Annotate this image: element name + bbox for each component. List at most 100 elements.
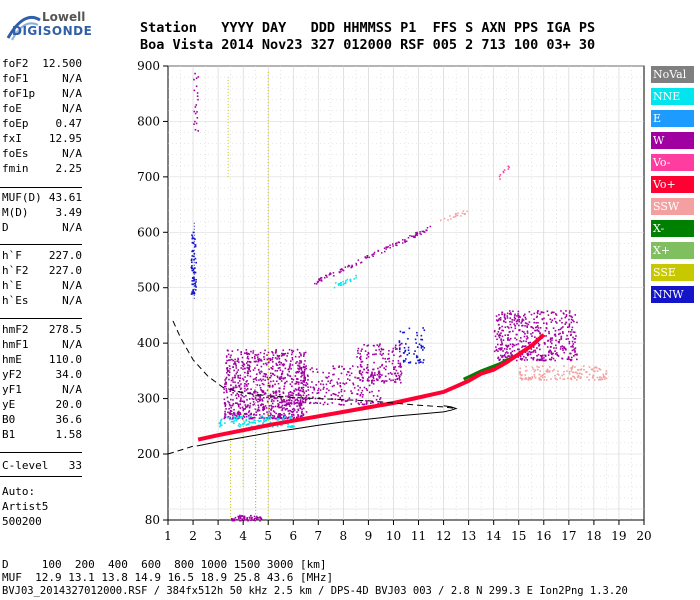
echo-point [248, 360, 251, 363]
echo-point [509, 310, 511, 312]
echo-point [523, 335, 526, 338]
echo-point [364, 256, 366, 258]
echo-point [231, 519, 234, 522]
echo-point [563, 347, 566, 350]
echo-point [367, 378, 369, 380]
echo-point [257, 406, 260, 409]
echo-point [581, 373, 583, 375]
echo-point [546, 346, 549, 348]
echo-point [312, 396, 314, 398]
echo-point [288, 412, 291, 415]
echo-cluster [356, 343, 403, 384]
echo-point [519, 355, 522, 357]
echo-point [244, 371, 246, 374]
echo-point [332, 373, 334, 376]
echo-point [398, 350, 401, 353]
echo-point [239, 388, 242, 391]
x-tick-label: 14 [486, 529, 502, 543]
echo-point [407, 361, 410, 364]
echo-point [511, 321, 513, 323]
echo-point [524, 322, 527, 324]
echo-point [500, 348, 503, 351]
echo-point [326, 377, 328, 379]
echo-point [498, 313, 500, 316]
echo-point [514, 327, 517, 330]
logo-arc-icon [6, 15, 41, 41]
echo-point [249, 402, 252, 405]
echo-point [548, 332, 550, 335]
echo-point [519, 316, 521, 318]
echo-point [380, 380, 383, 383]
echo-point [233, 412, 236, 415]
echo-point [500, 338, 502, 341]
echo-point [358, 403, 361, 406]
echo-point [289, 375, 291, 377]
echo-point [240, 353, 243, 356]
echo-point [565, 310, 567, 312]
echo-point [532, 346, 535, 348]
echo-point [231, 417, 234, 420]
echo-point [300, 361, 302, 364]
echo-point [565, 314, 568, 316]
echo-point [502, 171, 505, 174]
echo-point [290, 399, 293, 402]
echo-point [534, 349, 536, 352]
echo-point [316, 392, 319, 395]
echo-point [399, 362, 402, 365]
echo-point [517, 316, 520, 319]
echo-point [396, 242, 398, 244]
echo-point [572, 319, 574, 322]
echo-point [197, 130, 200, 132]
echo-point [521, 345, 524, 347]
echo-point [319, 383, 322, 385]
echo-point [356, 377, 359, 379]
echo-point [420, 334, 423, 337]
echo-point [264, 392, 267, 395]
echo-point [509, 343, 512, 346]
echo-point [269, 359, 272, 361]
echo-point [345, 373, 348, 376]
echo-point [405, 240, 408, 242]
echo-point [376, 395, 379, 397]
echo-point [229, 413, 232, 416]
echo-point [281, 352, 283, 355]
echo-point [259, 396, 262, 398]
echo-point [550, 356, 553, 359]
echo-point [354, 376, 356, 379]
echo-point [443, 217, 446, 220]
echo-point [568, 330, 570, 333]
echo-point [576, 321, 578, 324]
echo-point [237, 415, 240, 418]
echo-point [288, 394, 290, 396]
echo-point [274, 369, 277, 372]
echo-point [379, 375, 382, 378]
param-name: B0 [2, 413, 16, 426]
echo-point [560, 346, 562, 348]
echo-point [259, 516, 262, 518]
echo-point [544, 376, 546, 378]
echo-point [449, 215, 451, 217]
echo-point [245, 424, 248, 426]
echo-point [348, 379, 351, 382]
echo-point [238, 395, 240, 398]
echo-point [338, 365, 341, 368]
echo-point [262, 390, 265, 392]
echo-point [283, 385, 286, 388]
echo-point [246, 360, 249, 363]
param-value: N/A [62, 279, 82, 292]
echo-point [220, 418, 223, 421]
echo-point [398, 340, 401, 342]
echo-point [288, 370, 290, 373]
echo-point [377, 249, 379, 252]
echo-point [249, 413, 252, 416]
echo-point [414, 236, 416, 238]
echo-point [268, 405, 271, 407]
param-value: 0.47 [55, 117, 83, 130]
echo-point [373, 372, 376, 374]
echo-point [566, 326, 569, 329]
echo-point [249, 405, 251, 407]
echo-point [603, 376, 606, 378]
echo-point [565, 348, 567, 351]
echo-point [228, 370, 230, 372]
echo-point [322, 388, 325, 390]
